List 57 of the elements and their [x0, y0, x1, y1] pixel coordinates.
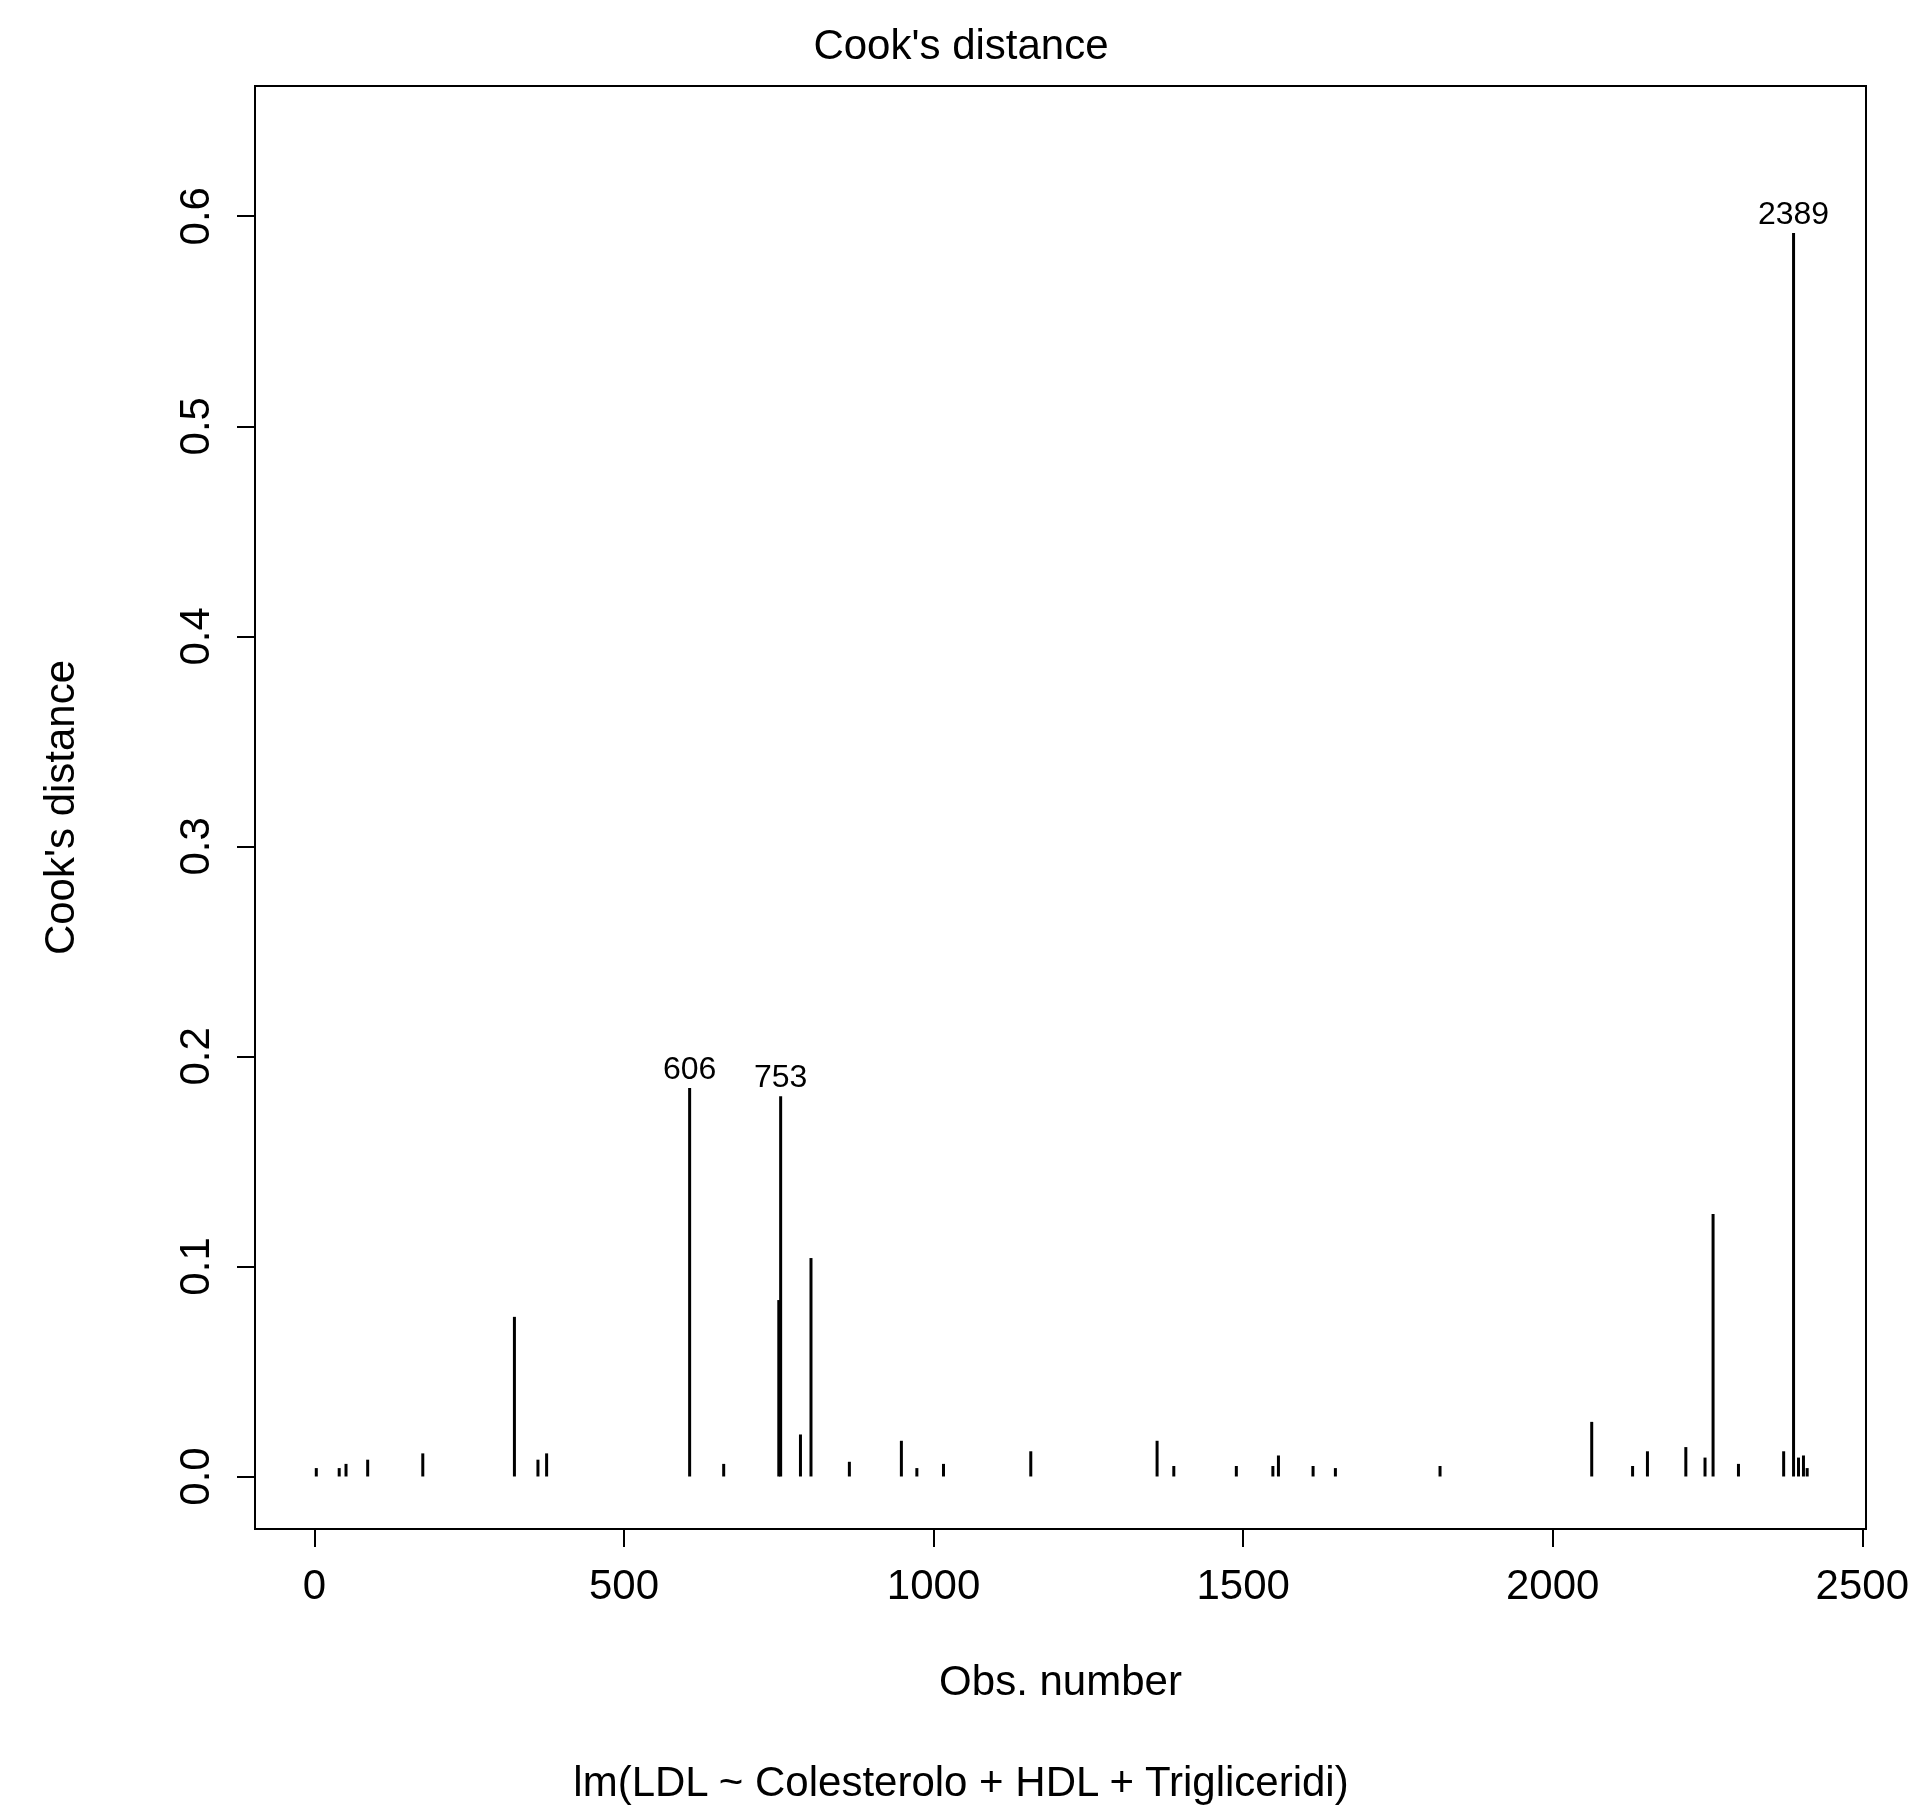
bar: [1792, 233, 1796, 1477]
bar: [1684, 1447, 1688, 1477]
bar: [545, 1453, 549, 1477]
bar: [1711, 1213, 1715, 1477]
bar: [1155, 1440, 1159, 1477]
bar: [512, 1316, 516, 1477]
bar: [1736, 1463, 1740, 1477]
x-tick-label: 2500: [1815, 1560, 1909, 1608]
bar: [1311, 1465, 1315, 1477]
y-tick-label: 0.1: [170, 1237, 218, 1296]
y-tick-label: 0.5: [170, 397, 218, 456]
bar: [1172, 1465, 1176, 1477]
text: lm(LDL ~ Colesterolo + HDL + Trigliceridi): [573, 1757, 1349, 1805]
bar: [1631, 1465, 1635, 1477]
bar: [798, 1434, 802, 1477]
y-tick-label: 0.2: [170, 1027, 218, 1086]
bar: [366, 1459, 370, 1477]
bar: [722, 1463, 726, 1477]
bar: [779, 1096, 783, 1477]
chart-title: Cook's distance: [813, 20, 1109, 68]
y-tick-label: 0.4: [170, 607, 218, 666]
bar: [1703, 1457, 1707, 1477]
bar: [337, 1468, 341, 1477]
x-tick-label: 0: [302, 1560, 327, 1608]
bar: [1645, 1451, 1649, 1477]
bar: [688, 1087, 692, 1477]
bar: [536, 1459, 540, 1477]
bar: [1797, 1457, 1801, 1477]
x-tick-label: 2000: [1506, 1560, 1600, 1608]
bar: [1782, 1451, 1786, 1477]
bar: [1801, 1455, 1805, 1477]
bar: [314, 1468, 318, 1477]
bar: [1276, 1455, 1280, 1477]
bar: [941, 1463, 945, 1477]
bar: [1438, 1465, 1442, 1477]
bar: [421, 1453, 425, 1477]
y-tick-label: 0.0: [170, 1447, 218, 1506]
bar: [809, 1258, 813, 1477]
bar: [1590, 1421, 1594, 1477]
x-tick-label: 1000: [886, 1560, 981, 1608]
x-tick-label: 1500: [1196, 1560, 1290, 1608]
bar: [1029, 1451, 1033, 1477]
bar: [847, 1461, 851, 1477]
y-tick-label: 0.3: [170, 817, 218, 876]
y-axis-title: Cook's distance: [35, 659, 83, 956]
annotation: 2389: [1757, 195, 1830, 232]
bar: [344, 1463, 348, 1477]
x-axis-title: Obs. number: [939, 1656, 1182, 1704]
bar: [1333, 1468, 1337, 1477]
y-tick-label: 0.6: [170, 187, 218, 246]
bar: [899, 1440, 903, 1477]
bar: [915, 1468, 919, 1477]
annotation: 753: [753, 1058, 808, 1095]
bar: [1234, 1465, 1238, 1477]
bar: [1271, 1465, 1275, 1477]
annotation: 606: [662, 1049, 717, 1086]
x-tick-label: 500: [588, 1560, 660, 1608]
